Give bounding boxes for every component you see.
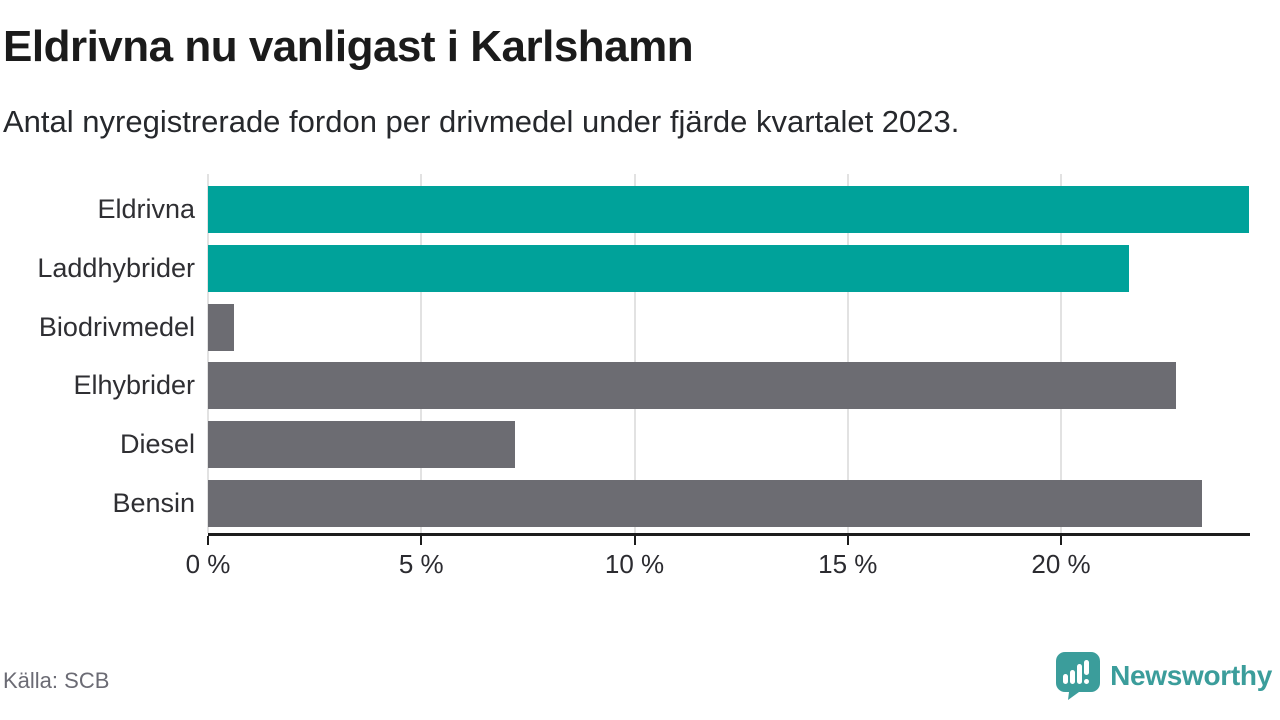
source-note: Källa: SCB [3,668,110,693]
bar-elhybrider [208,362,1177,410]
x-tick-label-15: 15 % [818,549,878,579]
page-subtitle: Antal nyregistrerade fordon per drivmede… [3,104,960,139]
newsworthy-logo-icon [1056,652,1101,700]
bar-laddhybrider [208,244,1130,292]
x-tick-label-5: 5 % [398,549,444,579]
category-label-laddhybrider: Laddhybrider [37,252,195,283]
x-tick-label-10: 10 % [604,549,665,579]
category-label-elhybrider: Elhybrider [73,370,195,401]
category-label-biodrivmedel: Biodrivmedel [38,311,195,342]
x-tick-0 [207,536,209,545]
category-label-eldrivna: Eldrivna [97,193,195,224]
newsworthy-logo: Newsworthy [1055,650,1272,702]
newsworthy-logo-text: Newsworthy [1110,660,1272,691]
category-labels: Eldrivna Laddhybrider Biodrivmedel Elhybrid… [0,180,195,533]
x-tick-20 [1060,536,1063,545]
gridline-10 [633,174,636,533]
bar-eldrivna [208,185,1249,233]
gridline-20 [1060,174,1063,533]
gridline-15 [846,174,849,533]
x-tick-label-0: 0 % [185,549,231,579]
category-label-diesel: Diesel [119,429,195,460]
x-tick-10 [633,536,636,545]
page-title: Eldrivna nu vanligast i Karlshamn [3,22,694,71]
gridline-0 [207,174,209,533]
bar-bensin [208,480,1202,528]
x-tick-5 [420,536,423,545]
bar-biodrivmedel [208,303,234,351]
gridline-5 [420,174,423,533]
category-label-bensin: Bensin [112,488,195,519]
x-axis-line [208,533,1250,536]
plot-area [207,174,1250,533]
x-tick-label-20: 20 % [1031,549,1091,579]
bar-diesel [208,421,516,469]
x-tick-15 [846,536,849,545]
